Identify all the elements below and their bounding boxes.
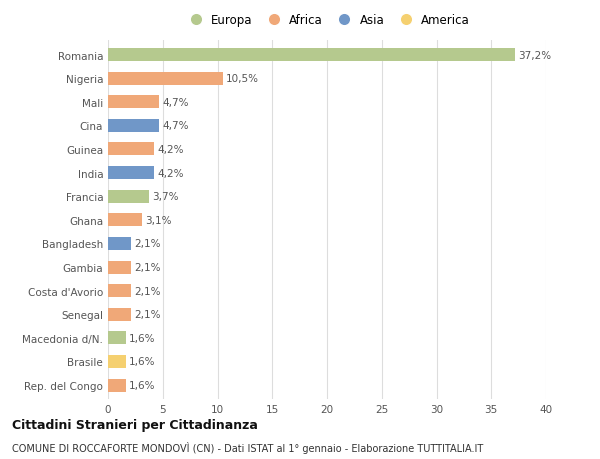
Text: 4,7%: 4,7%	[163, 98, 189, 107]
Bar	[108, 379, 125, 392]
Text: 2,1%: 2,1%	[134, 286, 161, 296]
Text: 37,2%: 37,2%	[518, 50, 552, 61]
Text: 1,6%: 1,6%	[129, 357, 155, 367]
Bar	[108, 355, 125, 368]
Bar	[108, 120, 160, 133]
Text: Cittadini Stranieri per Cittadinanza: Cittadini Stranieri per Cittadinanza	[12, 418, 258, 431]
Text: 1,6%: 1,6%	[129, 333, 155, 343]
Bar	[108, 308, 131, 321]
Bar	[108, 214, 142, 227]
Bar	[108, 331, 125, 345]
Text: 4,7%: 4,7%	[163, 121, 189, 131]
Text: 1,6%: 1,6%	[129, 380, 155, 390]
Text: 2,1%: 2,1%	[134, 263, 161, 273]
Bar	[108, 49, 515, 62]
Bar	[108, 96, 160, 109]
Bar	[108, 237, 131, 250]
Text: 3,1%: 3,1%	[145, 215, 172, 225]
Text: 4,2%: 4,2%	[157, 168, 184, 178]
Text: 10,5%: 10,5%	[226, 74, 259, 84]
Bar	[108, 73, 223, 85]
Bar	[108, 261, 131, 274]
Bar	[108, 167, 154, 179]
Bar	[108, 190, 149, 203]
Text: COMUNE DI ROCCAFORTE MONDOVÌ (CN) - Dati ISTAT al 1° gennaio - Elaborazione TUTT: COMUNE DI ROCCAFORTE MONDOVÌ (CN) - Dati…	[12, 441, 483, 453]
Text: 3,7%: 3,7%	[152, 192, 178, 202]
Text: 2,1%: 2,1%	[134, 309, 161, 319]
Text: 4,2%: 4,2%	[157, 145, 184, 155]
Text: 2,1%: 2,1%	[134, 239, 161, 249]
Bar	[108, 143, 154, 156]
Legend: Europa, Africa, Asia, America: Europa, Africa, Asia, America	[179, 10, 475, 32]
Bar	[108, 285, 131, 297]
